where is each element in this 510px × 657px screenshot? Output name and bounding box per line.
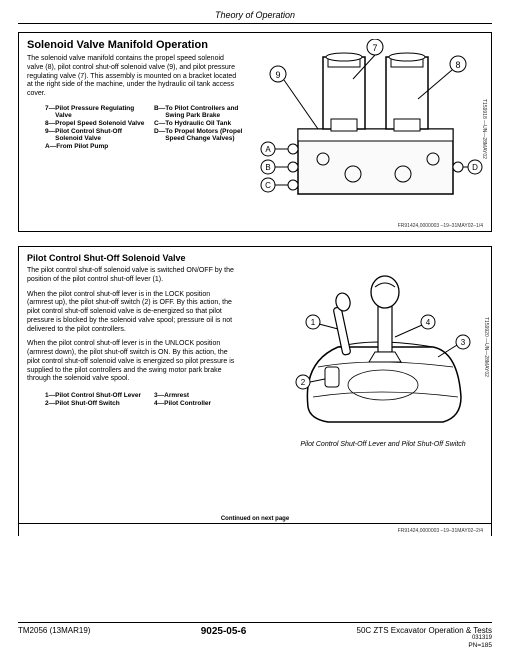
svg-text:B: B bbox=[265, 163, 270, 172]
legend-val: To Hydraulic Oil Tank bbox=[165, 120, 231, 127]
legend-key: B— bbox=[154, 105, 165, 119]
diagram2-code: FR91424,0000003 –19–31MAY02–2/4 bbox=[398, 528, 483, 534]
legend-key: 3— bbox=[154, 392, 164, 399]
legend-key: A— bbox=[45, 143, 56, 150]
lever-diagram: 1 2 3 4 Pilot Control Shut-Off Lever and… bbox=[283, 267, 483, 457]
legend-key: 1— bbox=[45, 392, 55, 399]
svg-text:A: A bbox=[265, 145, 271, 154]
svg-text:4: 4 bbox=[426, 318, 431, 327]
section1-legend: 7—Pilot Pressure Regulating Valve 8—Prop… bbox=[45, 105, 255, 151]
section2-p2: When the pilot control shut-off lever is… bbox=[27, 291, 237, 335]
legend-key: 9— bbox=[45, 128, 55, 142]
svg-text:7: 7 bbox=[372, 43, 377, 53]
page-footer: TM2056 (13MAR19) 9025-05-6 50C ZTS Excav… bbox=[18, 622, 492, 649]
legend-col-right: B—To Pilot Controllers and Swing Park Br… bbox=[154, 105, 255, 151]
svg-text:2: 2 bbox=[301, 378, 306, 387]
section2-p1: The pilot control shut-off solenoid valv… bbox=[27, 267, 237, 285]
footer-left: TM2056 (13MAR19) bbox=[18, 626, 90, 641]
legend-val: Pilot Control Shut-Off Solenoid Valve bbox=[55, 128, 146, 142]
page-header: Theory of Operation bbox=[18, 10, 492, 23]
section2-p3: When the pilot control shut-off lever is… bbox=[27, 340, 237, 384]
legend-val: To Propel Motors (Propel Speed Change Va… bbox=[165, 128, 255, 142]
legend-col-left: 1—Pilot Control Shut-Off Lever 2—Pilot S… bbox=[45, 392, 146, 408]
svg-text:D: D bbox=[472, 163, 478, 172]
manifold-diagram: 9 7 8 A B C D T159918 —UN—28MAY02 bbox=[253, 39, 483, 219]
lever-svg: 1 2 3 4 bbox=[283, 267, 483, 437]
section1-body: The solenoid valve manifold contains the… bbox=[27, 55, 237, 99]
diagram1-vert-code: T159918 —UN—28MAY02 bbox=[481, 99, 487, 159]
legend-col-left: 7—Pilot Pressure Regulating Valve 8—Prop… bbox=[45, 105, 146, 151]
legend-key: 4— bbox=[154, 400, 164, 407]
diagram1-code: FR91424,0000003 –19–31MAY02–1/4 bbox=[398, 223, 483, 229]
legend-key: D— bbox=[154, 128, 165, 142]
legend-key: 7— bbox=[45, 105, 55, 119]
legend-val: Pilot Control Shut-Off Lever bbox=[55, 392, 141, 399]
svg-text:3: 3 bbox=[461, 338, 466, 347]
legend-col-right: 3—Armrest 4—Pilot Controller bbox=[154, 392, 255, 408]
section-pilot-shutoff: Pilot Control Shut-Off Solenoid Valve Th… bbox=[18, 246, 492, 536]
footer-center: 9025-05-6 bbox=[201, 626, 247, 641]
section2-title: Pilot Control Shut-Off Solenoid Valve bbox=[27, 253, 483, 263]
legend-key: C— bbox=[154, 120, 165, 127]
svg-text:1: 1 bbox=[311, 318, 316, 327]
legend-val: To Pilot Controllers and Swing Park Brak… bbox=[165, 105, 255, 119]
legend-val: From Pilot Pump bbox=[56, 143, 108, 150]
diagram2-vert-code: T159920 —UN—28MAY02 bbox=[483, 317, 489, 377]
legend-key: 8— bbox=[45, 120, 55, 127]
section2-legend: 1—Pilot Control Shut-Off Lever 2—Pilot S… bbox=[45, 392, 255, 408]
legend-val: Armrest bbox=[164, 392, 189, 399]
legend-val: Pilot Controller bbox=[164, 400, 211, 407]
footer-rule bbox=[18, 622, 492, 623]
footer-right-text: 50C ZTS Excavator Operation & Tests bbox=[357, 626, 492, 635]
svg-text:C: C bbox=[265, 181, 271, 190]
manifold-svg: 9 7 8 A B C D bbox=[253, 39, 483, 219]
page-number: PN=185 bbox=[18, 642, 492, 649]
footer-right-sub: 031319 bbox=[357, 635, 492, 641]
svg-text:8: 8 bbox=[455, 60, 460, 70]
legend-key: 2— bbox=[45, 400, 55, 407]
continued-text: Continued on next page bbox=[19, 516, 491, 522]
svg-text:9: 9 bbox=[275, 70, 280, 80]
legend-val: Pilot Shut-Off Switch bbox=[55, 400, 120, 407]
section-solenoid-manifold: Solenoid Valve Manifold Operation The so… bbox=[18, 32, 492, 232]
footer-right: 50C ZTS Excavator Operation & Tests 0313… bbox=[357, 626, 492, 641]
diagram2-caption: Pilot Control Shut-Off Lever and Pilot S… bbox=[283, 441, 483, 448]
legend-val: Pilot Pressure Regulating Valve bbox=[55, 105, 146, 119]
legend-val: Propel Speed Solenoid Valve bbox=[55, 120, 144, 127]
header-rule bbox=[18, 23, 492, 24]
